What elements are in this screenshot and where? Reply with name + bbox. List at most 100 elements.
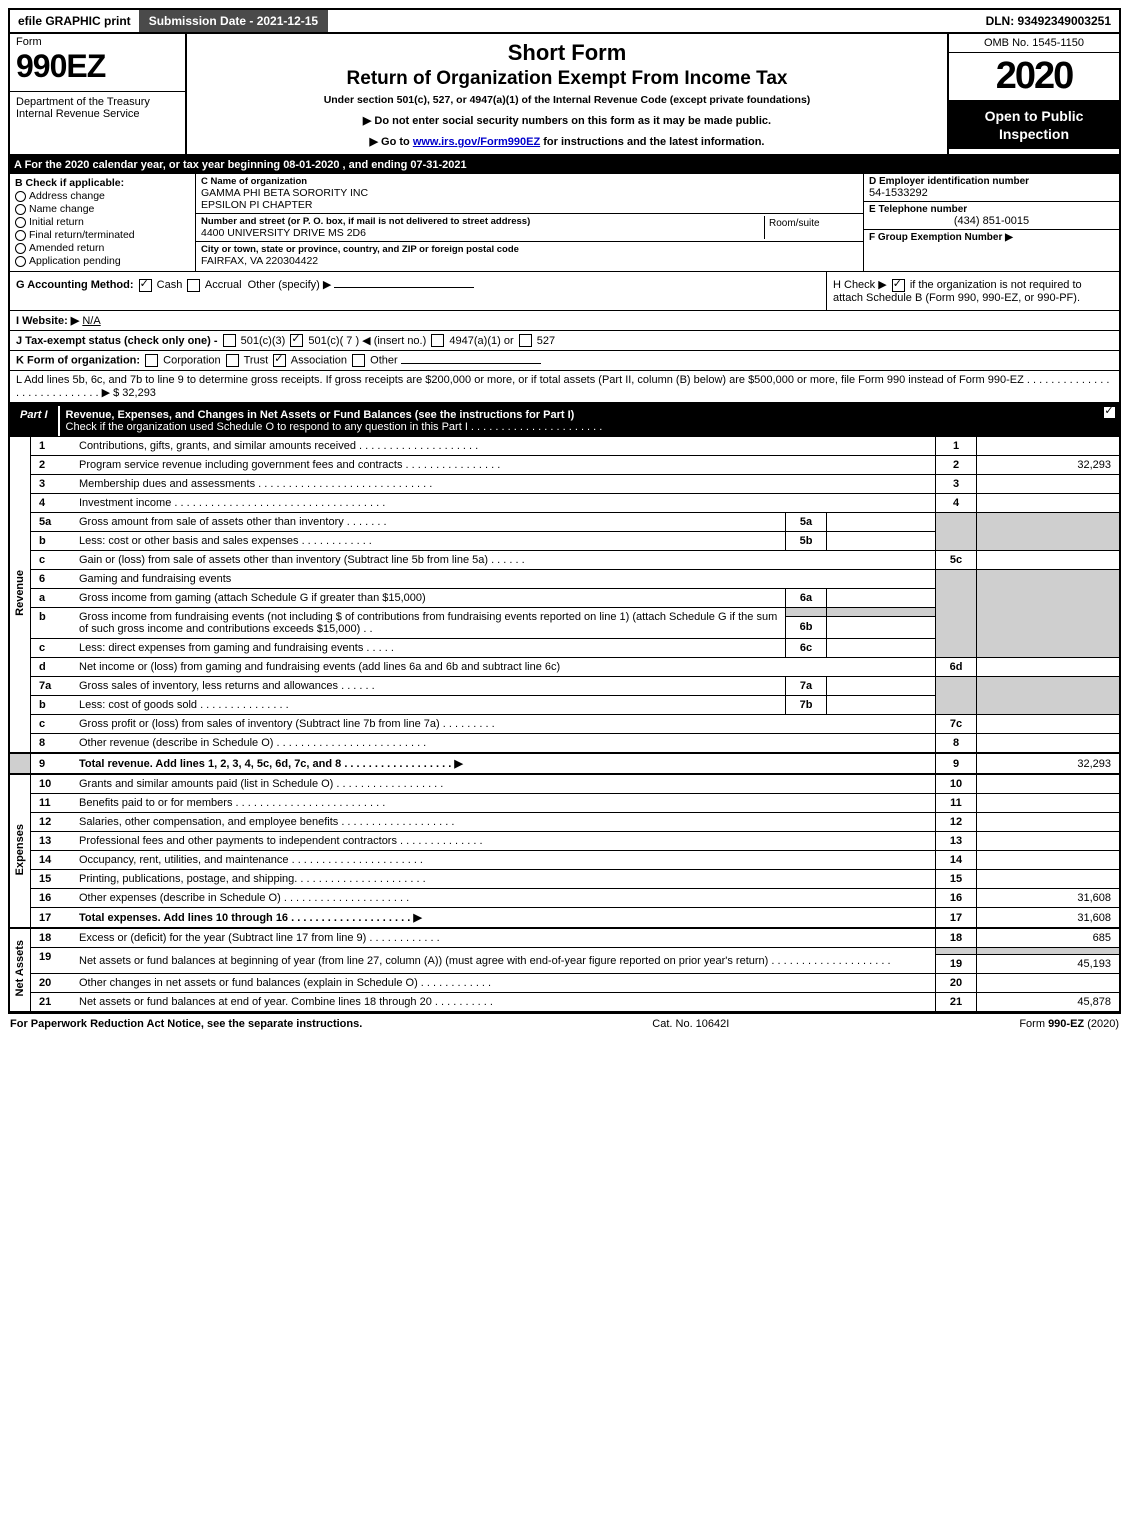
k-pre: K Form of organization: [16, 355, 140, 367]
org-name-2: EPSILON PI CHAPTER [201, 199, 858, 211]
short-form-title: Short Form [195, 40, 939, 66]
line-6b-inval[interactable] [827, 616, 936, 639]
line-2-box: 2 [936, 456, 977, 475]
i-label: I Website: ▶ [16, 315, 79, 327]
goto-note: ▶ Go to www.irs.gov/Form990EZ for instru… [195, 135, 939, 148]
line-6c-inval[interactable] [827, 639, 936, 658]
line-7b-in: 7b [786, 696, 827, 715]
line-1-desc: Contributions, gifts, grants, and simila… [75, 437, 936, 456]
line-6d-box: 6d [936, 658, 977, 677]
checkbox-h[interactable] [892, 279, 905, 292]
table-row: 19 Net assets or fund balances at beginn… [9, 948, 1120, 955]
d-val: 54-1533292 [869, 187, 1114, 199]
header-left: Form 990EZ Department of the Treasury In… [10, 34, 187, 154]
checkbox-4947[interactable] [431, 334, 444, 347]
part-1-check[interactable] [1099, 406, 1119, 436]
line-5c-val [977, 551, 1121, 570]
check-address[interactable]: Address change [15, 190, 190, 202]
line-5b-inval[interactable] [827, 532, 936, 551]
org-name-block: C Name of organization GAMMA PHI BETA SO… [196, 174, 863, 214]
line-7a-inval[interactable] [827, 677, 936, 696]
grey-cell [977, 513, 1121, 551]
checkbox-501c3[interactable] [223, 334, 236, 347]
line-8-box: 8 [936, 734, 977, 754]
e-val: (434) 851-0015 [869, 215, 1114, 227]
top-bar-left: efile GRAPHIC print Submission Date - 20… [10, 10, 328, 32]
part-1-title: Revenue, Expenses, and Changes in Net As… [60, 406, 1099, 436]
grey-cell [977, 570, 1121, 658]
grey-cell [786, 608, 827, 616]
line-11-box: 11 [936, 794, 977, 813]
submission-button[interactable]: Submission Date - 2021-12-15 [139, 10, 328, 32]
other-specify-line[interactable] [334, 287, 474, 288]
goto-pre: ▶ Go to [370, 136, 413, 148]
checkbox-other[interactable] [352, 354, 365, 367]
checkbox-501c[interactable] [290, 334, 303, 347]
netassets-side: Net Assets [9, 928, 31, 1012]
line-12-desc: Salaries, other compensation, and employ… [75, 813, 936, 832]
table-row: 13 Professional fees and other payments … [9, 832, 1120, 851]
form-word: Form [10, 34, 185, 48]
return-title: Return of Organization Exempt From Incom… [195, 68, 939, 90]
table-row: Revenue 1 Contributions, gifts, grants, … [9, 437, 1120, 456]
line-9-box: 9 [936, 753, 977, 774]
line-5b-desc: Less: cost or other basis and sales expe… [75, 532, 786, 551]
line-13-val [977, 832, 1121, 851]
line-5a-inval[interactable] [827, 513, 936, 532]
form-header: Form 990EZ Department of the Treasury In… [8, 34, 1121, 156]
open-inspection: Open to Public Inspection [949, 101, 1119, 149]
line-17-val: 31,608 [977, 908, 1121, 929]
check-final[interactable]: Final return/terminated [15, 229, 190, 241]
table-row: c Gross profit or (loss) from sales of i… [9, 715, 1120, 734]
check-amended[interactable]: Amended return [15, 242, 190, 254]
line-19-desc: Net assets or fund balances at beginning… [75, 948, 936, 974]
checkbox-527[interactable] [519, 334, 532, 347]
checkbox-trust[interactable] [226, 354, 239, 367]
circle-icon [15, 256, 26, 267]
line-7a-desc: Gross sales of inventory, less returns a… [75, 677, 786, 696]
line-6d-desc: Net income or (loss) from gaming and fun… [75, 658, 936, 677]
check-name[interactable]: Name change [15, 203, 190, 215]
irs-link[interactable]: www.irs.gov/Form990EZ [413, 136, 540, 148]
checkbox-assoc[interactable] [273, 354, 286, 367]
line-5b-in: 5b [786, 532, 827, 551]
line-21-val: 45,878 [977, 993, 1121, 1013]
checkbox-cash[interactable] [139, 279, 152, 292]
check-initial[interactable]: Initial return [15, 216, 190, 228]
table-row: Expenses 10 Grants and similar amounts p… [9, 774, 1120, 794]
line-7b-inval[interactable] [827, 696, 936, 715]
grey-cell [936, 948, 977, 955]
omb-number: OMB No. 1545-1150 [949, 34, 1119, 53]
circle-icon [15, 243, 26, 254]
form-number: 990EZ [10, 48, 185, 91]
line-7b-desc: Less: cost of goods sold . . . . . . . .… [75, 696, 786, 715]
e-label: E Telephone number [869, 204, 1114, 215]
line-4-val [977, 494, 1121, 513]
department-label: Department of the Treasury Internal Reve… [10, 91, 185, 124]
city-val: FAIRFAX, VA 220304422 [201, 255, 858, 267]
line-14-desc: Occupancy, rent, utilities, and maintena… [75, 851, 936, 870]
footer-right: Form 990-EZ (2020) [1019, 1018, 1119, 1030]
grey-cell [936, 677, 977, 715]
g-label: G Accounting Method: [16, 279, 134, 291]
line-13-box: 13 [936, 832, 977, 851]
checkbox-accrual[interactable] [187, 279, 200, 292]
other-line[interactable] [401, 363, 541, 364]
checkbox-corp[interactable] [145, 354, 158, 367]
schedule-b-check: H Check ▶ if the organization is not req… [826, 272, 1119, 310]
table-row: 3 Membership dues and assessments . . . … [9, 475, 1120, 494]
line-9-val: 32,293 [977, 753, 1121, 774]
line-5a-desc: Gross amount from sale of assets other t… [75, 513, 786, 532]
checkbox-icon [1103, 406, 1116, 419]
line-14-val [977, 851, 1121, 870]
block-g-h: G Accounting Method: Cash Accrual Other … [8, 271, 1121, 310]
line-6c-desc: Less: direct expenses from gaming and fu… [75, 639, 786, 658]
period-bar: A For the 2020 calendar year, or tax yea… [8, 156, 1121, 174]
table-row: 4 Investment income . . . . . . . . . . … [9, 494, 1120, 513]
line-19-box: 19 [936, 955, 977, 974]
tax-year: 2020 [949, 53, 1119, 101]
phone-block: E Telephone number (434) 851-0015 [864, 202, 1119, 230]
box-c: C Name of organization GAMMA PHI BETA SO… [196, 174, 864, 271]
line-6a-inval[interactable] [827, 589, 936, 608]
check-pending[interactable]: Application pending [15, 255, 190, 267]
